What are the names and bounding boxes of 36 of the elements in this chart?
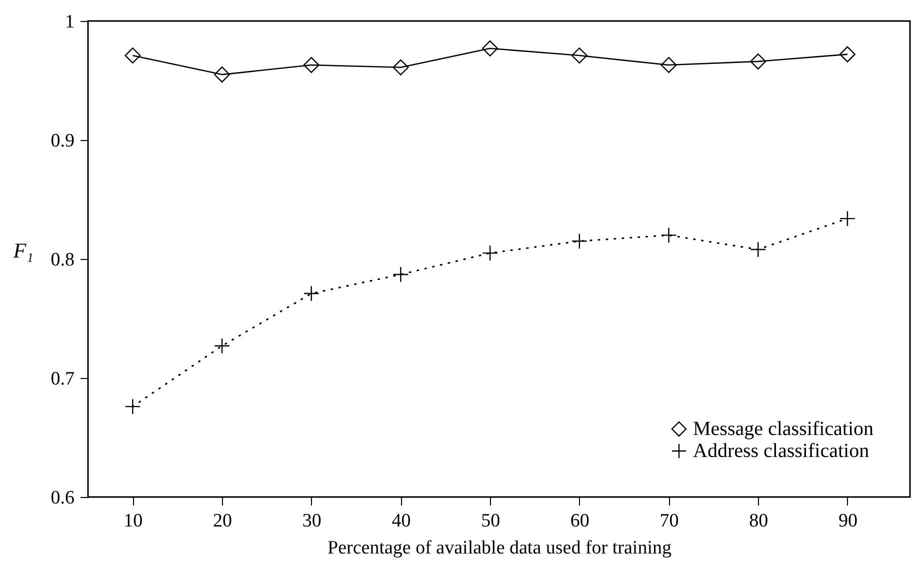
x-tick-label: 60 xyxy=(570,510,590,532)
x-tick-label: 90 xyxy=(838,510,858,532)
y-tick-label: 0.9 xyxy=(50,130,74,152)
point xyxy=(214,66,230,83)
x-tick-label: 80 xyxy=(749,510,768,532)
x-axis-title: Percentage of available data used for training xyxy=(328,538,672,558)
x-tick-label: 30 xyxy=(302,510,322,532)
point xyxy=(303,57,320,74)
x-tick-label: 10 xyxy=(124,510,143,532)
y-tick-label: 0.6 xyxy=(50,488,74,508)
x-tick-label: 40 xyxy=(392,510,411,532)
y-axis-title: F₁ xyxy=(12,238,34,262)
point xyxy=(839,210,856,227)
point xyxy=(571,233,588,250)
point xyxy=(392,266,409,282)
point xyxy=(124,398,141,415)
point xyxy=(124,47,141,64)
point xyxy=(750,53,766,70)
x-tick-label: 50 xyxy=(481,510,500,532)
point xyxy=(660,227,677,244)
y-tick-label: 1 xyxy=(65,12,74,32)
x-tick-label: 20 xyxy=(213,510,232,532)
point xyxy=(482,245,498,262)
y-tick-label: 0.7 xyxy=(50,368,74,390)
legend-label: Message classification xyxy=(693,418,874,440)
point xyxy=(750,241,766,258)
point xyxy=(214,338,230,354)
legend-label: Address classification xyxy=(693,440,870,462)
point xyxy=(839,46,856,62)
point xyxy=(571,47,588,64)
x-tick-label: 70 xyxy=(660,510,679,532)
point xyxy=(392,59,409,76)
point xyxy=(303,285,320,302)
point xyxy=(660,57,677,74)
y-tick-label: 0.8 xyxy=(50,250,74,270)
point xyxy=(482,40,498,56)
